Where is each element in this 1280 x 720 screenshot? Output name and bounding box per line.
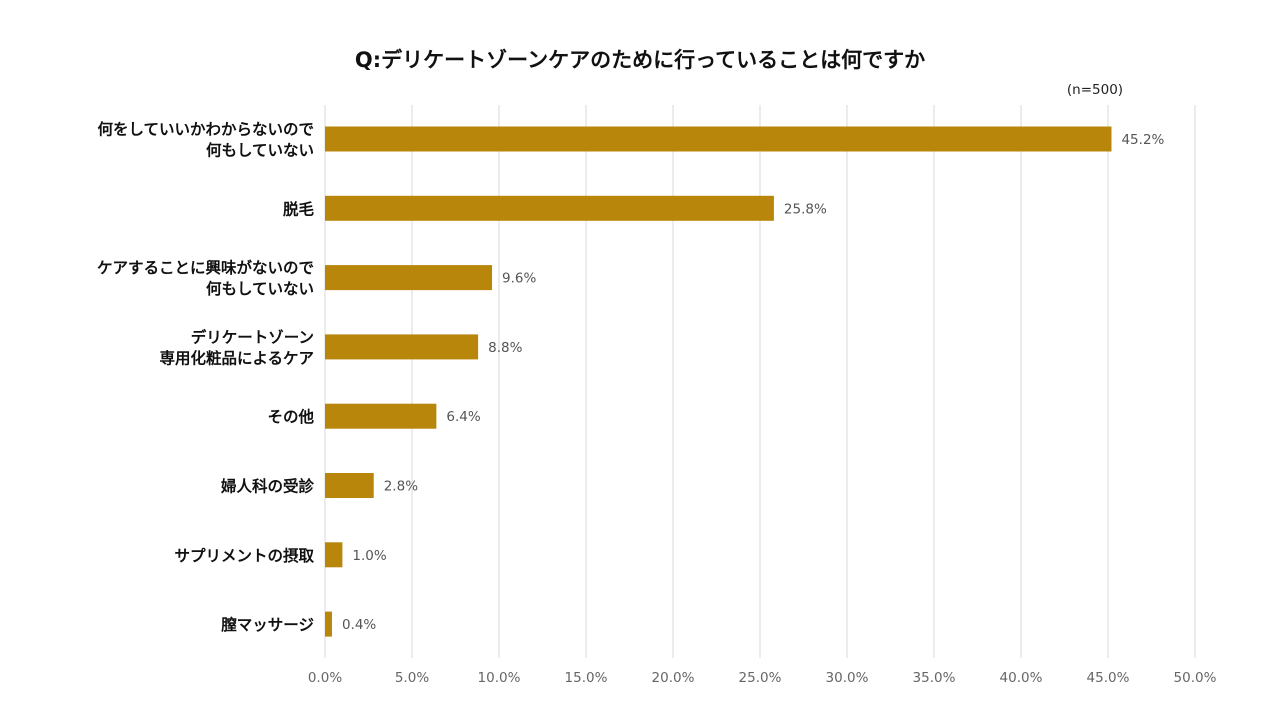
value-label: 45.2% — [1121, 132, 1164, 148]
x-tick-label: 25.0% — [739, 670, 782, 686]
x-tick-label: 30.0% — [826, 670, 869, 686]
category-label: 膣マッサージ — [221, 615, 314, 634]
category-labels: 何をしていいかわからないので何もしていない脱毛ケアすることに興味がないので何もし… — [97, 120, 315, 635]
value-label: 9.6% — [502, 271, 536, 287]
x-tick-label: 50.0% — [1174, 670, 1217, 686]
x-tick-label: 5.0% — [395, 670, 429, 686]
bar — [325, 265, 493, 291]
sample-size-label: (n=500) — [1066, 82, 1124, 98]
category-label: その他 — [267, 407, 314, 426]
category-label: 脱毛 — [283, 199, 315, 218]
bar — [325, 334, 479, 360]
x-tick-label: 40.0% — [1000, 670, 1043, 686]
category-label: ケアすることに興味がないので何もしていない — [97, 258, 314, 298]
bar — [325, 195, 774, 221]
value-label: 0.4% — [342, 617, 376, 633]
x-tick-label: 35.0% — [913, 670, 956, 686]
category-label: デリケートゾーン専用化粧品によるケア — [159, 327, 314, 367]
value-label: 8.8% — [488, 340, 522, 356]
bar — [325, 542, 343, 568]
value-label: 25.8% — [784, 201, 827, 217]
category-label: 何をしていいかわからないので何もしていない — [97, 120, 314, 160]
bar — [325, 403, 437, 429]
x-tick-label: 15.0% — [565, 670, 608, 686]
category-label: 婦人科の受診 — [220, 477, 315, 496]
x-axis-ticks: 0.0% 5.0% 10.0% 15.0% 20.0% 25.0% 30.0% 35.0% 40… — [308, 670, 1217, 686]
x-tick-label: 10.0% — [478, 670, 521, 686]
x-tick-label: 20.0% — [652, 670, 695, 686]
bar — [325, 126, 1112, 152]
gridlines — [324, 105, 1196, 658]
x-tick-label: 45.0% — [1087, 670, 1130, 686]
value-label: 6.4% — [446, 409, 480, 425]
chart-title: Q:デリケートゾーンケアのために行っていることは何ですか — [354, 48, 926, 72]
x-tick-label: 0.0% — [308, 670, 342, 686]
value-label: 1.0% — [352, 548, 386, 564]
bar — [325, 473, 374, 498]
bars: 45.2% 25.8% 9.6% 8.8% 6.4% 2.8% 1.0% 0.4% — [325, 126, 1165, 637]
category-label: サプリメントの摂取 — [174, 546, 314, 565]
value-label: 2.8% — [384, 479, 418, 495]
bar — [325, 611, 332, 637]
